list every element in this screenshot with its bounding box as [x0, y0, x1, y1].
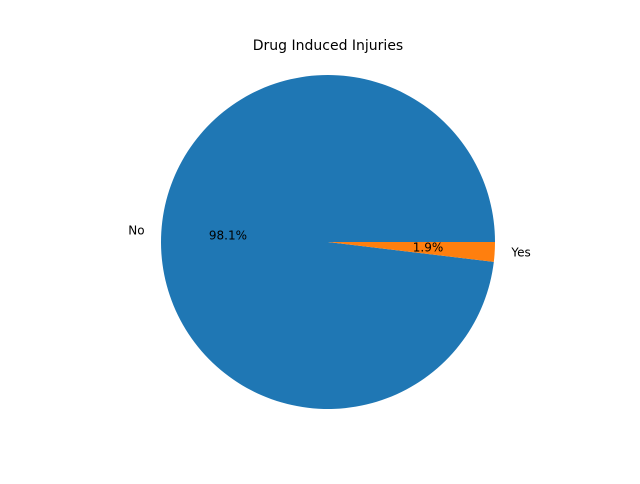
pie-slice-yes — [328, 242, 496, 262]
pie-slices — [161, 75, 496, 410]
slice-label-no: No — [128, 224, 144, 238]
slice-label-yes: Yes — [510, 245, 530, 259]
pie-labels: No 98.1% Yes 1.9% — [128, 224, 530, 260]
chart-title: Drug Induced Injuries — [253, 38, 403, 54]
slice-pct-label-yes: 1.9% — [413, 240, 444, 254]
slice-pct-label-no: 98.1% — [209, 229, 247, 243]
pie-slice-no — [161, 75, 496, 410]
